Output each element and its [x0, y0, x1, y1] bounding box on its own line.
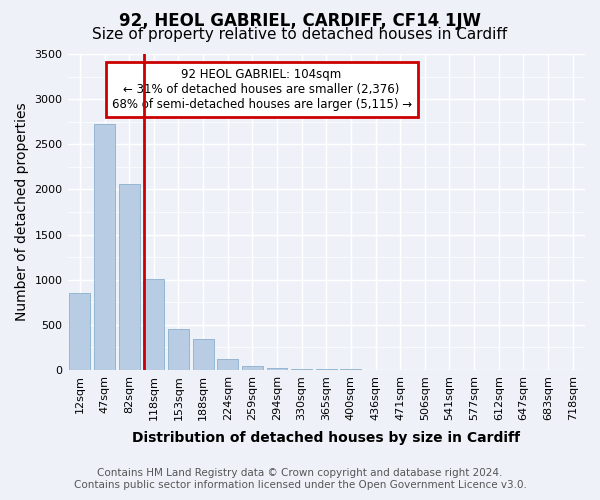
- Bar: [168, 330, 189, 370]
- Bar: [94, 124, 115, 370]
- Text: 92 HEOL GABRIEL: 104sqm
← 31% of detached houses are smaller (2,376)
68% of semi: 92 HEOL GABRIEL: 104sqm ← 31% of detache…: [112, 68, 412, 111]
- Bar: [143, 278, 164, 370]
- Bar: [291, 369, 312, 370]
- Text: Size of property relative to detached houses in Cardiff: Size of property relative to detached ho…: [92, 28, 508, 42]
- Bar: [242, 366, 263, 370]
- Text: Contains HM Land Registry data © Crown copyright and database right 2024.
Contai: Contains HM Land Registry data © Crown c…: [74, 468, 526, 490]
- Y-axis label: Number of detached properties: Number of detached properties: [15, 102, 29, 322]
- Bar: [266, 368, 287, 370]
- Bar: [119, 184, 140, 370]
- Text: 92, HEOL GABRIEL, CARDIFF, CF14 1JW: 92, HEOL GABRIEL, CARDIFF, CF14 1JW: [119, 12, 481, 30]
- Bar: [217, 359, 238, 370]
- X-axis label: Distribution of detached houses by size in Cardiff: Distribution of detached houses by size …: [132, 431, 520, 445]
- Bar: [70, 293, 91, 370]
- Bar: [193, 339, 214, 370]
